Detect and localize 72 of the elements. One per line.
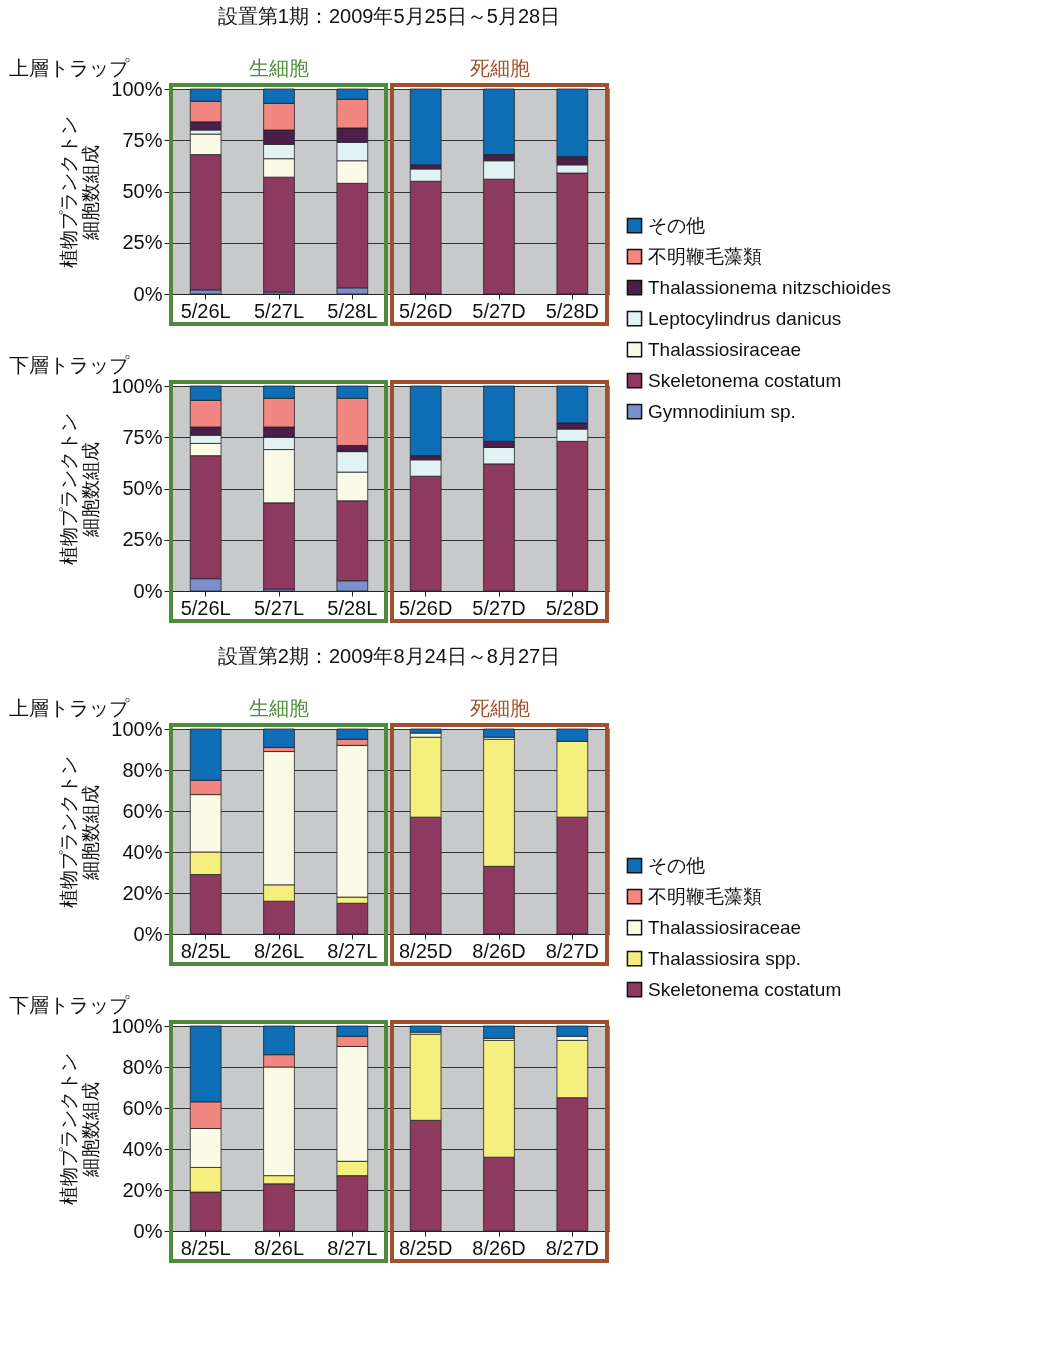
y-tick-label: 40% bbox=[122, 1137, 163, 1160]
x-tick-label: 5/28L bbox=[327, 299, 378, 322]
legend-label: 不明鞭毛藻類 bbox=[648, 885, 762, 907]
x-tick-label: 8/25D bbox=[398, 1236, 453, 1259]
legend-label: その他 bbox=[648, 214, 705, 236]
x-tick-label: 8/27D bbox=[545, 1236, 600, 1259]
x-tick-label: 8/26D bbox=[472, 939, 526, 962]
y-tick-label: 60% bbox=[122, 799, 163, 822]
legend-label: Leptocylindrus danicus bbox=[648, 307, 842, 329]
legend-label: Thalassiosiraceae bbox=[648, 916, 802, 938]
x-tick-label: 8/26L bbox=[253, 939, 305, 962]
y-tick-label: 20% bbox=[122, 881, 163, 904]
y-tick-label: 40% bbox=[122, 840, 163, 863]
y-tick-label: 25% bbox=[122, 231, 163, 254]
x-tick-label: 5/27D bbox=[472, 299, 526, 322]
x-tick-label: 5/28L bbox=[327, 596, 378, 619]
y-tick-label: 80% bbox=[122, 758, 163, 781]
y-axis-title: 植物プランクトン細胞数組成 bbox=[58, 756, 102, 908]
y-axis-title: 植物プランクトン細胞数組成 bbox=[58, 1053, 102, 1205]
y-tick-label: 0% bbox=[133, 922, 163, 945]
x-tick-label: 8/27D bbox=[545, 939, 600, 962]
x-tick-label: 5/27L bbox=[253, 596, 305, 619]
y-tick-label: 0% bbox=[133, 579, 163, 602]
y-tick-label: 100% bbox=[111, 717, 163, 740]
text: 生細胞 bbox=[248, 57, 309, 79]
y-tick-label: 20% bbox=[122, 1178, 163, 1201]
y-axis-title: 植物プランクトン細胞数組成 bbox=[58, 116, 102, 268]
legend-label: 不明鞭毛藻類 bbox=[648, 245, 762, 267]
legend-label: その他 bbox=[648, 854, 705, 876]
y-tick-label: 75% bbox=[122, 128, 163, 151]
x-tick-label: 8/26D bbox=[472, 1236, 526, 1259]
text: 死細胞 bbox=[469, 57, 530, 79]
legend-label: Gymnodinium sp. bbox=[648, 400, 796, 422]
y-tick-label: 25% bbox=[122, 528, 163, 551]
x-tick-label: 5/26L bbox=[180, 596, 231, 619]
text: 生細胞 bbox=[248, 697, 309, 719]
x-tick-label: 8/27L bbox=[327, 1236, 378, 1259]
x-tick-label: 5/28D bbox=[545, 596, 600, 619]
x-tick-label: 5/27L bbox=[253, 299, 305, 322]
y-tick-label: 100% bbox=[111, 374, 163, 397]
y-tick-label: 50% bbox=[122, 477, 163, 499]
x-tick-label: 8/25D bbox=[398, 939, 453, 962]
chart-title: 設置第2期：2009年8月24日～8月27日 bbox=[217, 645, 561, 667]
x-tick-label: 8/25L bbox=[180, 1236, 231, 1259]
x-tick-label: 5/26D bbox=[398, 299, 453, 322]
y-tick-label: 80% bbox=[122, 1055, 163, 1078]
y-tick-label: 0% bbox=[133, 282, 163, 305]
x-tick-label: 5/28D bbox=[545, 299, 600, 322]
legend-label: Thalassionema nitzschioides bbox=[648, 276, 891, 298]
x-tick-label: 5/26L bbox=[180, 299, 231, 322]
text: 下層トラップ bbox=[9, 994, 130, 1016]
y-tick-label: 60% bbox=[122, 1096, 163, 1119]
chart-title: 設置第1期：2009年5月25日～5月28日 bbox=[217, 5, 561, 27]
x-tick-label: 5/26D bbox=[398, 596, 453, 619]
x-tick-label: 8/27L bbox=[327, 939, 378, 962]
legend-label: Thalassiosiraceae bbox=[648, 338, 802, 360]
legend-label: Skeletonema costatum bbox=[648, 369, 842, 391]
y-tick-label: 100% bbox=[111, 77, 163, 100]
legend-label: Thalassiosira spp. bbox=[648, 947, 802, 969]
text: 下層トラップ bbox=[9, 354, 130, 376]
y-tick-label: 100% bbox=[111, 1014, 163, 1037]
text: 上層トラップ bbox=[9, 697, 130, 719]
legend-label: Skeletonema costatum bbox=[648, 978, 842, 1000]
y-axis-title: 植物プランクトン細胞数組成 bbox=[58, 413, 102, 565]
y-tick-label: 50% bbox=[122, 180, 163, 202]
x-tick-label: 5/27D bbox=[472, 596, 526, 619]
text: 死細胞 bbox=[469, 697, 530, 719]
text: 上層トラップ bbox=[9, 57, 130, 79]
y-tick-label: 0% bbox=[133, 1219, 163, 1242]
x-tick-label: 8/25L bbox=[180, 939, 231, 962]
x-tick-label: 8/26L bbox=[253, 1236, 305, 1259]
y-tick-label: 75% bbox=[122, 425, 163, 448]
